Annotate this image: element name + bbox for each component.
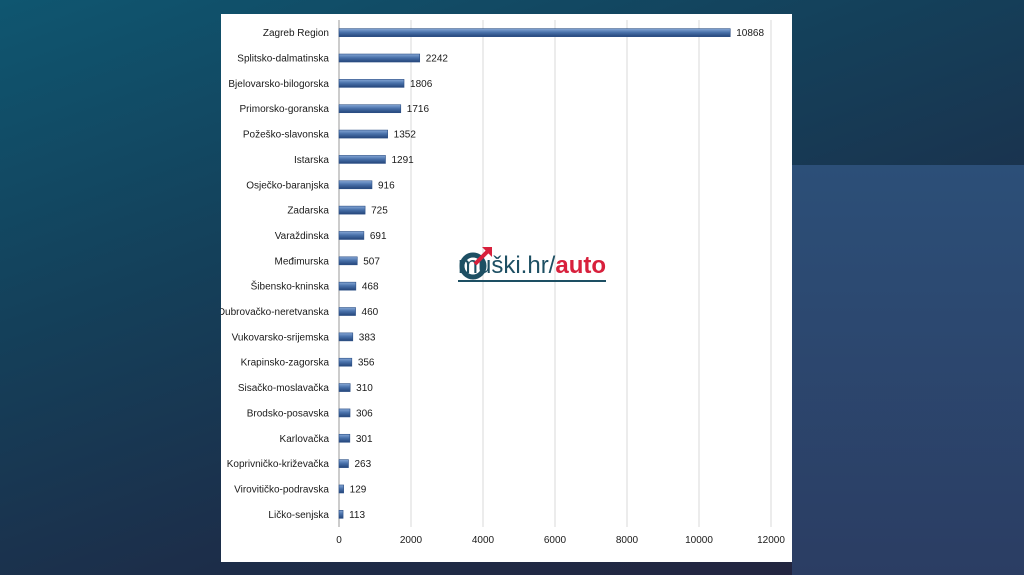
x-tick-label: 2000: [400, 535, 423, 546]
category-label: Zadarska: [287, 206, 329, 217]
data-label: 691: [370, 231, 387, 242]
data-label: 301: [356, 434, 373, 445]
data-label: 1352: [394, 130, 417, 141]
category-label: Šibensko-kninska: [251, 280, 330, 293]
data-label: 460: [362, 307, 379, 318]
category-label: Istarska: [294, 155, 329, 166]
data-label: 507: [363, 256, 380, 267]
bar: [338, 484, 344, 494]
category-label: Zagreb Region: [263, 28, 329, 39]
data-label: 383: [359, 332, 376, 343]
logo-arrow-icon: [459, 247, 492, 280]
category-label: Bjelovarsko-bilogorska: [228, 79, 329, 90]
x-tick-label: 8000: [616, 535, 639, 546]
category-label: Sisačko-moslavačka: [238, 383, 330, 394]
data-label: 306: [356, 408, 373, 419]
data-label: 10868: [736, 28, 764, 39]
data-label: 129: [350, 484, 367, 495]
category-label: Primorsko-goranska: [240, 104, 330, 115]
data-label: 725: [371, 206, 388, 217]
bar-chart: 0 2000 4000 6000 8000 10000 12000 Zagreb Region…: [221, 20, 785, 546]
category-label: Ličko-senjska: [268, 510, 329, 521]
bar: [338, 28, 731, 37]
data-label: 1806: [410, 79, 433, 90]
site-logo: muški.hr/auto: [458, 243, 607, 291]
bar: [338, 459, 349, 468]
bar: [338, 307, 356, 316]
category-label: Međimurska: [275, 256, 330, 267]
x-tick-label: 10000: [685, 535, 713, 546]
x-tick-label: 6000: [544, 535, 567, 546]
category-label: Požeško-slavonska: [243, 130, 330, 141]
data-label: 2242: [426, 54, 449, 65]
bar: [338, 129, 388, 139]
data-label: 916: [378, 180, 395, 191]
bar: [338, 408, 351, 418]
bar: [338, 281, 357, 291]
bar: [338, 180, 373, 190]
background-band: [792, 165, 1024, 575]
bar: [338, 79, 405, 88]
category-label: Virovitičko-podravska: [234, 484, 329, 495]
category-label: Splitsko-dalmatinska: [237, 54, 329, 65]
category-label: Dubrovačko-neretvanska: [221, 307, 329, 318]
x-tick-label: 4000: [472, 535, 495, 546]
bar: [338, 357, 353, 367]
category-label: Koprivničko-križevačka: [227, 459, 330, 470]
category-label: Brodsko-posavska: [247, 408, 330, 419]
bar: [338, 104, 402, 114]
data-label: 263: [354, 459, 371, 470]
category-label: Krapinsko-zagorska: [241, 358, 330, 369]
chart-panel: 0 2000 4000 6000 8000 10000 12000 Zagreb Region…: [221, 14, 792, 562]
category-label: Karlovačka: [280, 434, 330, 445]
category-label: Osječko-baranjska: [246, 180, 329, 191]
bar: [338, 53, 421, 63]
bar: [338, 155, 386, 164]
bar: [338, 256, 358, 266]
category-label: Varaždinska: [275, 231, 330, 242]
logo-text-accent: auto: [555, 251, 607, 279]
bar: [338, 510, 344, 519]
data-label: 310: [356, 383, 373, 394]
data-label: 1291: [391, 155, 414, 166]
logo-wordmark: muški.hr/auto: [458, 251, 607, 282]
data-label: 113: [349, 510, 365, 521]
bar: [338, 332, 354, 342]
category-label: Vukovarsko-srijemska: [232, 332, 330, 343]
data-label: 356: [358, 358, 375, 369]
bar: [338, 383, 351, 392]
data-label: 1716: [407, 104, 430, 115]
data-label: 468: [362, 282, 379, 293]
bar: [338, 433, 351, 443]
bar: [338, 231, 365, 240]
bar: [338, 205, 366, 215]
x-tick-label: 12000: [757, 535, 785, 546]
x-tick-label: 0: [336, 535, 342, 546]
